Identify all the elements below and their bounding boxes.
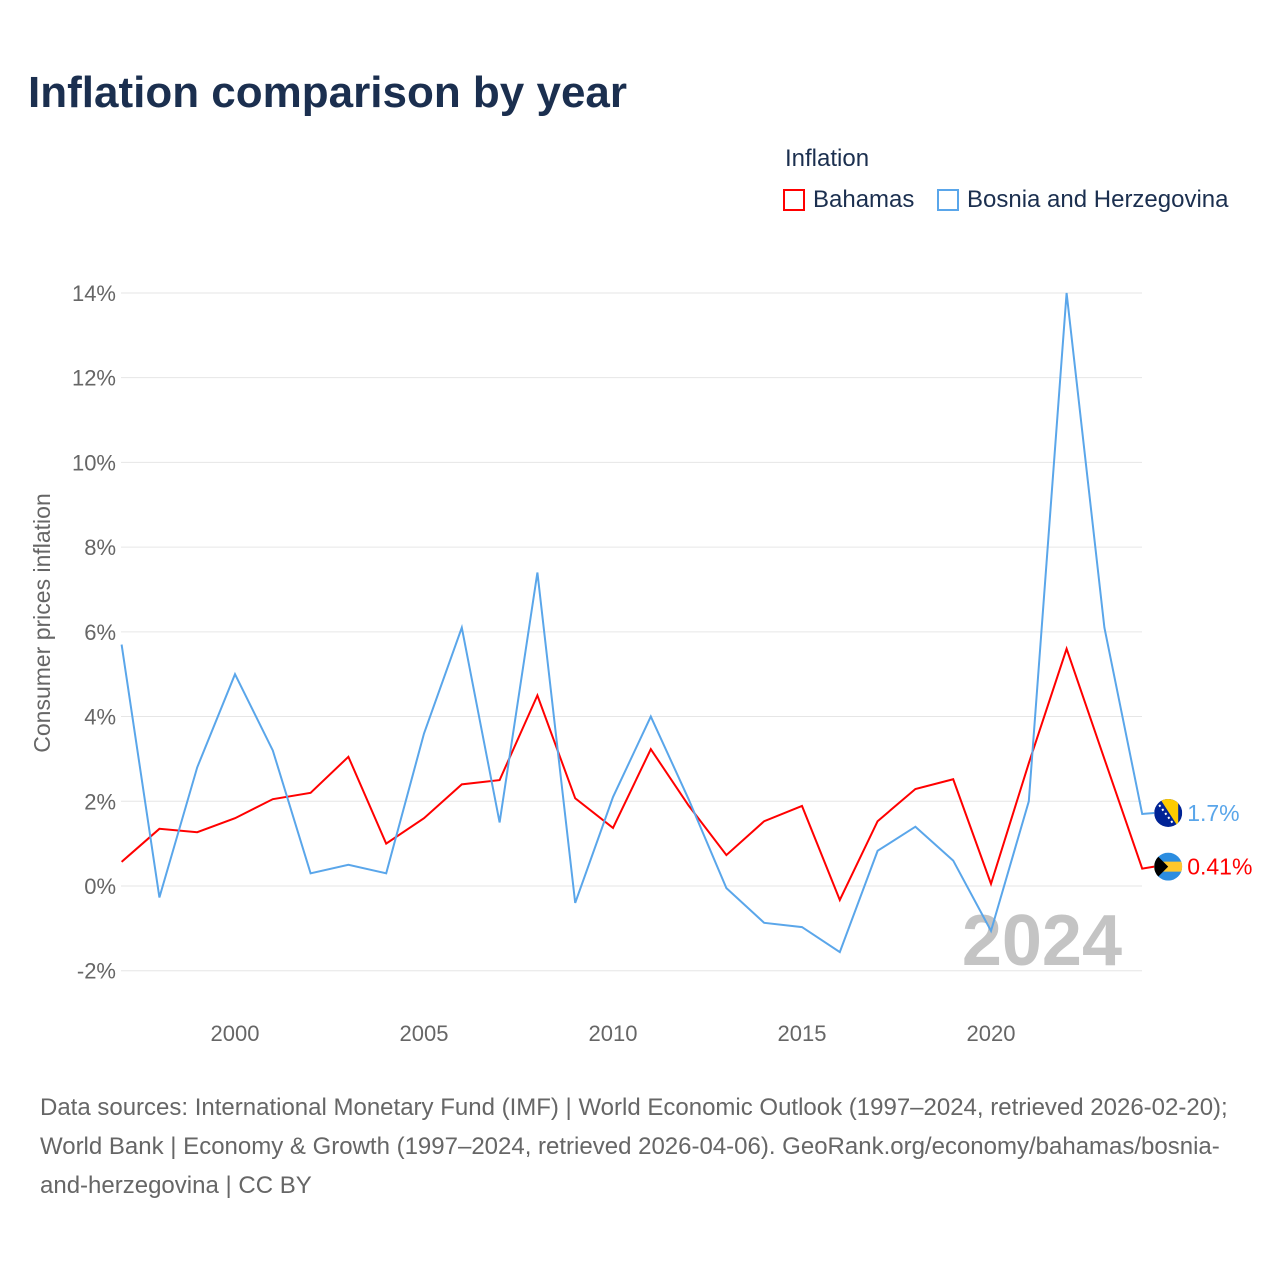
legend-label: Bahamas xyxy=(813,186,915,213)
flag-bahamas-icon xyxy=(1154,852,1183,881)
legend-item-bahamas[interactable]: Bahamas xyxy=(783,186,914,214)
y-tick-label: 14% xyxy=(72,281,116,306)
legend-label: Bosnia and Herzegovina xyxy=(967,186,1229,213)
y-tick-label: 6% xyxy=(84,620,116,645)
y-tick-label: 12% xyxy=(72,366,116,391)
y-tick-label: 0% xyxy=(84,874,116,899)
line-chart: -2% 0% 2% 4% 6% 8% 10% 12% 14% 2000 2005 2010 2015 20… xyxy=(29,281,1252,1046)
flag-bosnia-icon xyxy=(1154,798,1183,827)
series-line-0 xyxy=(120,645,1155,903)
y-tick-label: 8% xyxy=(84,535,116,560)
legend-item-bosnia[interactable]: Bosnia and Herzegovina xyxy=(937,186,1229,214)
x-tick-label: 2005 xyxy=(400,1021,449,1046)
legend-swatch xyxy=(937,189,959,211)
y-tick-label: 2% xyxy=(84,789,116,814)
legend-swatch xyxy=(783,189,805,211)
chart-title: Inflation comparison by year xyxy=(28,68,628,117)
end-value-label: 0.41% xyxy=(1187,854,1252,880)
x-tick-label: 2010 xyxy=(589,1021,638,1046)
year-watermark: 2024 xyxy=(962,901,1122,981)
legend-title: Inflation xyxy=(785,145,870,172)
x-tick-label: 2020 xyxy=(967,1021,1016,1046)
x-tick-label: 2000 xyxy=(211,1021,260,1046)
series-line-1 xyxy=(120,292,1155,954)
end-value-label: 1.7% xyxy=(1187,800,1239,826)
y-tick-label: -2% xyxy=(77,959,116,984)
y-axis-label: Consumer prices inflation xyxy=(29,493,55,753)
y-tick-label: 10% xyxy=(72,450,116,475)
source-note: Data sources: International Monetary Fun… xyxy=(40,1094,1228,1199)
y-tick-label: 4% xyxy=(84,705,116,730)
x-tick-label: 2015 xyxy=(778,1021,827,1046)
